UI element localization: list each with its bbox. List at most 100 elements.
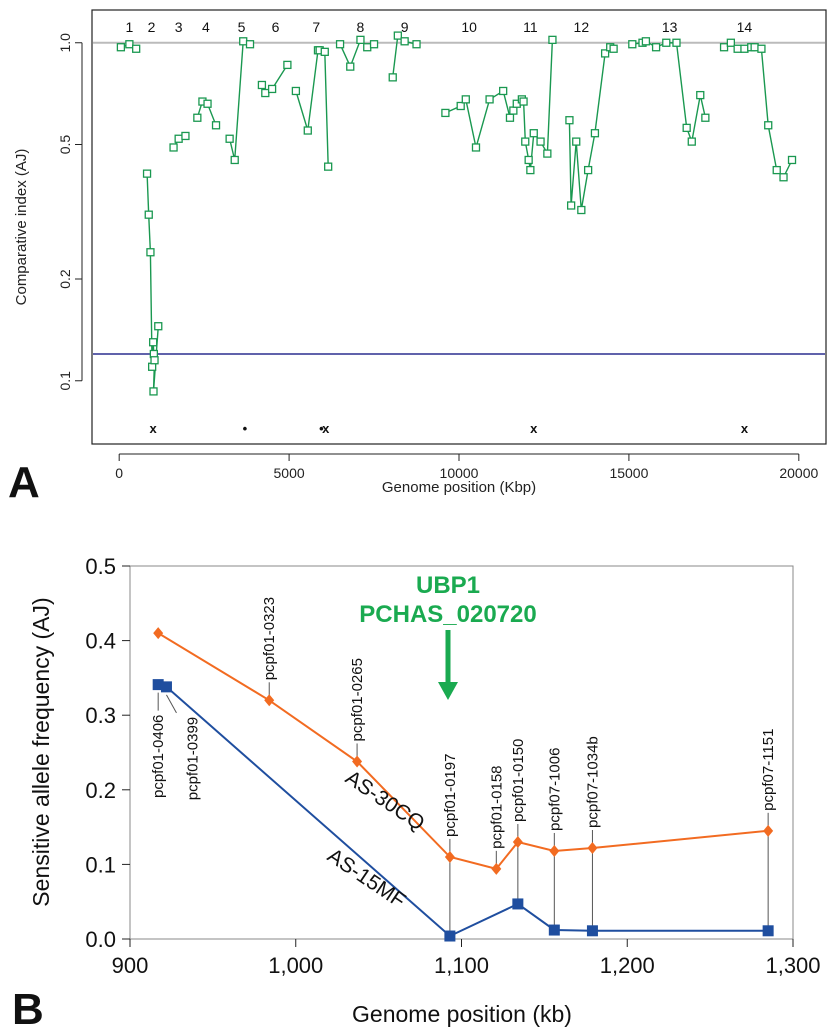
comparative-index-point xyxy=(519,97,528,106)
chromosome-label: 2 xyxy=(148,19,156,35)
comparative-index-point xyxy=(261,88,270,98)
x-tick-label: 5000 xyxy=(274,465,305,481)
comparative-index-point xyxy=(566,201,576,210)
panel-a-position-markers: x • •x x x xyxy=(150,421,749,436)
comparative-index-point xyxy=(324,162,333,171)
x-tick-label: 900 xyxy=(112,953,149,978)
y-tick-label: 0.4 xyxy=(85,629,116,654)
chromosome-label: 10 xyxy=(461,19,477,35)
series-as-30cq-point xyxy=(763,824,774,837)
comparative-index-point xyxy=(662,38,671,47)
comparative-index-point xyxy=(154,322,163,331)
panel-a-x-axis-title: Genome position (Kbp) xyxy=(382,479,536,496)
series-as-30cq-point xyxy=(512,836,523,849)
comparative-index-point xyxy=(529,129,538,138)
marker-label: pcpf01-0265 xyxy=(349,658,366,741)
position-marker: • xyxy=(319,421,324,436)
x-tick-label: 1,100 xyxy=(434,953,489,978)
chromosome-label: 11 xyxy=(523,19,538,35)
comparative-index-point xyxy=(687,137,696,146)
chromosome-label: 1 xyxy=(125,19,133,35)
comparative-index-point xyxy=(245,40,255,49)
chromosome-label: 12 xyxy=(574,19,590,35)
comparative-index-point xyxy=(169,143,178,152)
comparative-index-point xyxy=(400,37,409,46)
comparative-index-point xyxy=(750,43,759,52)
x-tick-label: 15000 xyxy=(609,465,648,481)
marker-label: pcpf01-0197 xyxy=(442,754,459,837)
series-as-15mf-point xyxy=(152,679,164,691)
series-as-15mf-line xyxy=(157,683,769,938)
comparative-index-point xyxy=(181,131,190,141)
comparative-index-point xyxy=(526,165,535,175)
comparative-index-point xyxy=(600,49,610,58)
comparative-index-line xyxy=(632,40,707,145)
y-tick-label: 0.2 xyxy=(85,778,116,803)
comparative-index-point xyxy=(719,43,729,52)
comparative-index-point xyxy=(116,43,126,52)
comparative-index-point xyxy=(146,248,155,257)
chromosome-label: 13 xyxy=(662,19,678,35)
series-as-30cq-point xyxy=(444,850,455,863)
comparative-index-point xyxy=(283,60,292,70)
series-as-15mf-point xyxy=(548,924,560,936)
panel-b-marker-leaders xyxy=(157,682,769,937)
comparative-index-point xyxy=(787,155,797,165)
y-tick-label: 1.0 xyxy=(57,33,73,53)
series-as-15mf-point xyxy=(762,925,774,937)
comparative-index-point xyxy=(565,116,574,125)
series-as-30cq-point xyxy=(549,844,560,857)
comparative-index-point xyxy=(125,40,134,49)
chromosome-label: 5 xyxy=(238,19,246,35)
series-as-30cq-point xyxy=(587,841,598,854)
comparative-index-point xyxy=(509,106,518,115)
chromosome-label: 3 xyxy=(175,19,183,35)
comparative-index-point xyxy=(740,44,749,53)
panel-a-y-axis: 0.1 0.2 0.5 1.0 xyxy=(57,33,83,390)
comparative-index-point xyxy=(225,134,234,143)
comparative-index-point xyxy=(303,126,312,135)
marker-label: pcpf07-1006 xyxy=(546,748,563,831)
comparative-index-point xyxy=(149,338,158,347)
comparative-index-point xyxy=(772,165,781,175)
series-as-15mf-point xyxy=(512,898,524,910)
x-tick-label: 1,200 xyxy=(600,953,655,978)
chromosome-label: 4 xyxy=(202,19,210,35)
marker-label: pcpf01-0323 xyxy=(261,597,278,680)
y-tick-label: 0.5 xyxy=(85,554,116,579)
chromosome-label: 9 xyxy=(401,19,409,35)
comparative-index-point xyxy=(521,137,530,146)
chromosome-label: 7 xyxy=(312,19,320,35)
comparative-index-point xyxy=(291,86,301,96)
series-as-30cq-point xyxy=(153,627,164,640)
comparative-index-point xyxy=(505,113,515,122)
panel-b-x-axis: 900 1,000 1,100 1,200 1,300 xyxy=(112,939,821,978)
comparative-index-line xyxy=(295,49,329,167)
marker-label: pcpf01-0150 xyxy=(510,739,527,822)
x-tick-label: 20000 xyxy=(779,465,818,481)
comparative-index-point xyxy=(142,169,152,178)
comparative-index-point xyxy=(757,44,766,53)
x-tick-label: 10000 xyxy=(440,465,479,481)
comparative-index-point xyxy=(572,137,581,146)
panel-b: 900 1,000 1,100 1,200 1,300 0.00.10.20.30.40… xyxy=(12,554,821,1030)
comparative-index-point xyxy=(701,113,710,122)
comparative-index-point xyxy=(696,90,705,100)
comparative-index-point xyxy=(203,99,212,108)
comparative-index-point xyxy=(346,62,355,71)
panel-b-gene-annotation: UBP1 PCHAS_020720 xyxy=(359,572,537,700)
marker-leader-line xyxy=(166,694,177,714)
comparative-index-point xyxy=(641,37,651,46)
comparative-index-point xyxy=(726,38,736,47)
comparative-index-point xyxy=(393,31,402,40)
comparative-index-point xyxy=(257,80,267,90)
comparative-index-point xyxy=(320,47,329,56)
series-as-15mf-point xyxy=(444,930,456,942)
comparative-index-point xyxy=(412,40,421,49)
comparative-index-point xyxy=(132,44,141,53)
marker-label: pcpf01-0399 xyxy=(184,717,201,800)
comparative-index-point xyxy=(524,155,533,165)
y-tick-label: 0.2 xyxy=(57,269,73,289)
chromosome-label: 14 xyxy=(737,19,753,35)
